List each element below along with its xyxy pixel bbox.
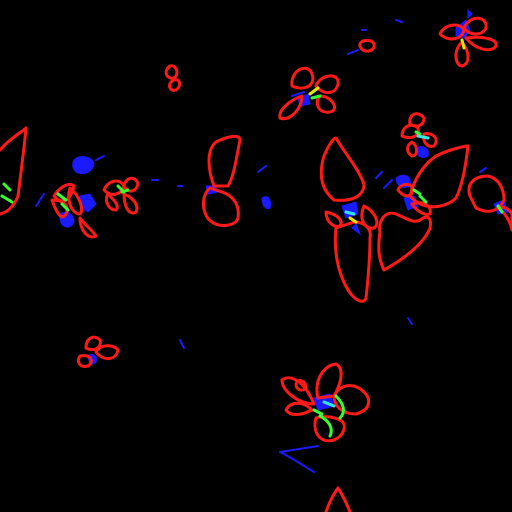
stem-mark bbox=[179, 339, 185, 349]
stem-mark bbox=[467, 8, 473, 20]
petal-outline bbox=[319, 136, 366, 202]
stem-mark bbox=[407, 317, 413, 325]
stem-mark bbox=[375, 171, 383, 179]
petal-outline bbox=[67, 186, 84, 216]
petal-outline bbox=[315, 94, 336, 114]
petal-outline bbox=[122, 192, 139, 215]
petal-outline bbox=[164, 64, 179, 80]
petal-outline bbox=[464, 35, 498, 52]
petal-outline bbox=[315, 362, 343, 400]
leaf-connector bbox=[348, 216, 358, 224]
leaf-connector bbox=[416, 134, 430, 140]
petal-outlines-layer bbox=[0, 16, 512, 512]
petal-outline bbox=[333, 220, 372, 303]
leaf-connector bbox=[334, 394, 345, 420]
petal-outline bbox=[202, 186, 240, 227]
stem-mark bbox=[72, 156, 95, 175]
petal-outline bbox=[410, 201, 432, 216]
leaf-connector bbox=[414, 130, 422, 136]
petal-outline bbox=[462, 16, 488, 36]
stem-mark bbox=[383, 179, 393, 189]
petal-outline bbox=[290, 66, 315, 90]
petal-outline bbox=[168, 78, 182, 92]
petal-outline bbox=[360, 204, 379, 230]
petal-outline bbox=[314, 74, 340, 94]
petal-outline bbox=[278, 94, 304, 121]
stem-mark bbox=[95, 155, 105, 161]
leaf-connector bbox=[2, 182, 12, 192]
petal-outline bbox=[358, 38, 376, 53]
petal-outline bbox=[454, 40, 470, 68]
petal-outline bbox=[84, 335, 102, 352]
leaf-connector bbox=[418, 194, 428, 204]
stem-mark bbox=[347, 49, 359, 55]
petal-outline bbox=[76, 354, 93, 368]
leaf-connector bbox=[308, 86, 320, 96]
connector-marks-layer bbox=[0, 38, 504, 438]
petal-outline bbox=[50, 198, 69, 219]
petal-outline bbox=[324, 486, 352, 512]
petal-outline bbox=[396, 182, 414, 198]
stem-mark bbox=[279, 445, 319, 453]
petal-outline bbox=[496, 205, 512, 232]
stem-mark bbox=[395, 19, 403, 23]
petal-outline bbox=[422, 132, 438, 148]
leaf-connector bbox=[0, 194, 14, 204]
petal-outline bbox=[78, 216, 98, 239]
stem-mark bbox=[279, 451, 315, 473]
stem-mark bbox=[35, 193, 45, 207]
leaf-connector bbox=[120, 188, 130, 194]
petal-outline bbox=[467, 174, 506, 213]
stem-mark bbox=[257, 165, 267, 173]
petal-outline bbox=[377, 211, 432, 272]
stem-mark bbox=[261, 196, 271, 209]
stem-mark bbox=[291, 91, 305, 97]
leaf-connector bbox=[322, 400, 336, 408]
petal-outline bbox=[207, 134, 242, 188]
stem-mark bbox=[415, 146, 429, 159]
leaf-connector bbox=[312, 408, 324, 416]
leaf-connector bbox=[318, 414, 333, 438]
petal-outline bbox=[324, 210, 343, 228]
leaf-connector bbox=[344, 210, 356, 216]
petal-outline bbox=[332, 384, 371, 416]
petal-outline bbox=[408, 112, 426, 128]
stem-mark bbox=[341, 201, 359, 219]
leaf-connector bbox=[60, 202, 70, 212]
petal-outline bbox=[400, 123, 420, 140]
leaf-connector bbox=[496, 204, 504, 214]
petal-outline bbox=[294, 379, 308, 392]
stem-mark bbox=[479, 167, 487, 173]
stem-marks-layer bbox=[35, 8, 509, 473]
stem-mark bbox=[351, 223, 362, 236]
petal-outline bbox=[406, 140, 418, 158]
petal-outline bbox=[94, 344, 120, 360]
petal-outline bbox=[313, 415, 346, 443]
leaf-connector bbox=[56, 192, 68, 202]
leaf-connector bbox=[412, 188, 422, 196]
leaf-connector bbox=[310, 94, 322, 100]
petal-outline bbox=[408, 144, 470, 209]
petal-outline bbox=[0, 126, 28, 216]
petal-outline bbox=[104, 192, 119, 212]
leaf-connector bbox=[460, 38, 466, 50]
petal-outline bbox=[284, 401, 314, 416]
